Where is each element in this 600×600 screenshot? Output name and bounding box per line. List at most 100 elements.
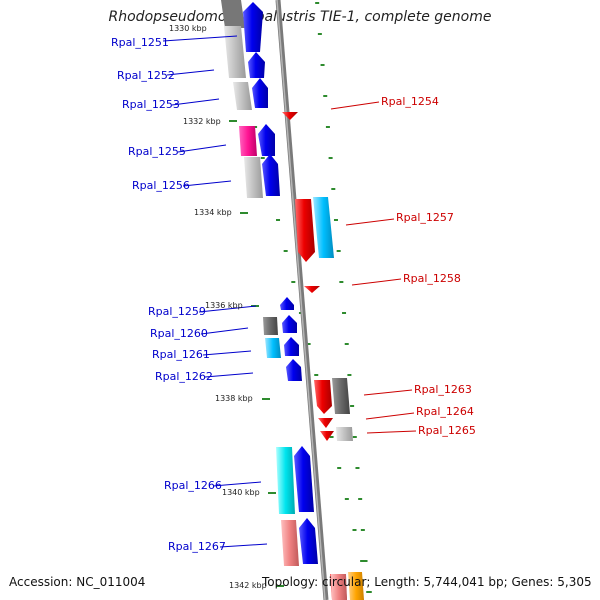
gene-arrow-rpal-1257[interactable] xyxy=(295,199,315,262)
kbp-label: 1334 kbp xyxy=(194,208,232,217)
tick-mark xyxy=(360,560,365,562)
cog-block xyxy=(224,26,246,78)
cog-block xyxy=(348,572,364,600)
callout-line xyxy=(219,543,268,548)
accession-text: Accession: NC_011004 xyxy=(9,575,146,589)
kbp-label: 1332 kbp xyxy=(183,117,221,126)
gene-arrow-rpal-1252[interactable] xyxy=(248,52,265,78)
callout-line xyxy=(365,412,415,420)
gene-arrow-rpal-1254[interactable] xyxy=(282,112,298,120)
gene-arrow-rpal-1266[interactable] xyxy=(294,446,314,512)
gene-arrow-rpal-1255[interactable] xyxy=(258,124,275,156)
gene-label-rpal-1261[interactable]: Rpal_1261 xyxy=(152,348,210,361)
gene-label-rpal-1256[interactable]: Rpal_1256 xyxy=(132,179,190,192)
genome-stats-text: Topology: circular; Length: 5,744,041 bp… xyxy=(262,575,592,589)
major-tick-mark xyxy=(240,212,248,214)
gene-label-rpal-1257[interactable]: Rpal_1257 xyxy=(396,211,454,224)
tick-mark xyxy=(355,467,360,469)
gene-arrow-rpal-1253[interactable] xyxy=(252,78,268,108)
major-tick-mark xyxy=(229,120,237,122)
gene-label-rpal-1262[interactable]: Rpal_1262 xyxy=(155,370,213,383)
tick-mark xyxy=(344,498,349,500)
callout-line xyxy=(202,350,252,356)
tick-mark xyxy=(352,529,357,531)
cog-block xyxy=(276,447,295,514)
callout-line xyxy=(366,430,417,434)
callout-line xyxy=(177,144,227,153)
tick-mark xyxy=(363,560,368,562)
tick-mark xyxy=(336,250,341,252)
tick-mark xyxy=(347,374,352,376)
gene-label-rpal-1255[interactable]: Rpal_1255 xyxy=(128,145,186,158)
cog-block xyxy=(263,317,278,335)
gene-arrow-rpal-1259[interactable] xyxy=(280,297,294,310)
cog-block xyxy=(336,427,353,441)
tick-mark xyxy=(333,219,338,221)
tick-mark xyxy=(291,281,296,283)
cog-ring-forward xyxy=(221,0,299,566)
gene-arrow-rpal-1262[interactable] xyxy=(286,359,302,381)
kbp-label: 1340 kbp xyxy=(222,488,260,497)
tick-mark xyxy=(314,374,319,376)
callout-lines xyxy=(162,35,417,548)
tick-mark xyxy=(352,436,357,438)
gene-label-rpal-1263[interactable]: Rpal_1263 xyxy=(414,383,472,396)
gene-label-rpal-1265[interactable]: Rpal_1265 xyxy=(418,424,476,437)
gene-label-rpal-1251[interactable]: Rpal_1251 xyxy=(111,36,169,49)
tick-mark xyxy=(329,436,334,438)
tick-mark xyxy=(323,95,328,97)
gene-arrow-rpal-1263[interactable] xyxy=(314,380,332,414)
gene-label-rpal-1260[interactable]: Rpal_1260 xyxy=(150,327,208,340)
cog-block xyxy=(265,338,281,358)
callout-line xyxy=(330,101,380,110)
cog-block xyxy=(313,197,334,258)
genome-backbone xyxy=(275,0,329,600)
gene-arrow-rpal-1256[interactable] xyxy=(262,154,280,196)
kbp-labels: 1330 kbp 1332 kbp 1334 kbp 1336 kbp 1338… xyxy=(169,24,267,590)
callout-line xyxy=(363,389,413,396)
callout-line xyxy=(212,481,262,487)
tick-mark xyxy=(283,250,288,252)
kbp-label: 1342 kbp xyxy=(229,581,267,590)
tick-marks xyxy=(222,2,372,593)
gene-arrow-rpal-1251[interactable] xyxy=(243,2,263,52)
tick-mark xyxy=(306,343,311,345)
gene-arrow-rpal-1267[interactable] xyxy=(299,518,318,564)
tick-mark xyxy=(339,281,344,283)
forward-strand-genes xyxy=(243,2,318,564)
tick-mark xyxy=(358,498,363,500)
callout-line xyxy=(204,372,254,378)
gene-arrow-rpal-1261[interactable] xyxy=(284,337,299,356)
tick-mark xyxy=(276,219,281,221)
gene-label-rpal-1254[interactable]: Rpal_1254 xyxy=(381,95,439,108)
gene-label-rpal-1267[interactable]: Rpal_1267 xyxy=(168,540,226,553)
gene-arrow-rpal-1260[interactable] xyxy=(282,315,297,333)
cog-ring-reverse xyxy=(313,197,364,600)
gene-label-rpal-1264[interactable]: Rpal_1264 xyxy=(416,405,474,418)
gene-label-rpal-1258[interactable]: Rpal_1258 xyxy=(403,272,461,285)
gene-label-rpal-1259[interactable]: Rpal_1259 xyxy=(148,305,206,318)
tick-mark xyxy=(320,64,325,66)
callout-line xyxy=(198,305,257,313)
callout-line xyxy=(345,218,395,226)
reverse-gene-labels: Rpal_1254 Rpal_1257 Rpal_1258 Rpal_1263 … xyxy=(381,95,476,437)
tick-mark xyxy=(342,312,347,314)
tick-mark xyxy=(360,529,365,531)
gene-label-rpal-1252[interactable]: Rpal_1252 xyxy=(117,69,175,82)
cog-block xyxy=(281,520,299,566)
major-tick-mark xyxy=(268,492,276,494)
cog-block xyxy=(331,574,347,600)
map-title: Rhodopseudomonas palustris TIE-1, comple… xyxy=(108,9,492,25)
gene-arrow-rpal-1258[interactable] xyxy=(304,286,320,293)
genome-backbone-highlight xyxy=(276,0,326,600)
tick-mark xyxy=(260,157,265,159)
gene-label-rpal-1266[interactable]: Rpal_1266 xyxy=(164,479,222,492)
major-tick-mark xyxy=(262,398,270,400)
major-tick-mark xyxy=(276,585,284,587)
gene-label-rpal-1253[interactable]: Rpal_1253 xyxy=(122,98,180,111)
tick-mark xyxy=(325,126,330,128)
gene-arrow-rpal-1264[interactable] xyxy=(318,418,333,428)
gene-arrow-rpal-1265[interactable] xyxy=(320,431,334,441)
forward-gene-labels: Rpal_1251 Rpal_1252 Rpal_1253 Rpal_1255 … xyxy=(111,36,226,553)
